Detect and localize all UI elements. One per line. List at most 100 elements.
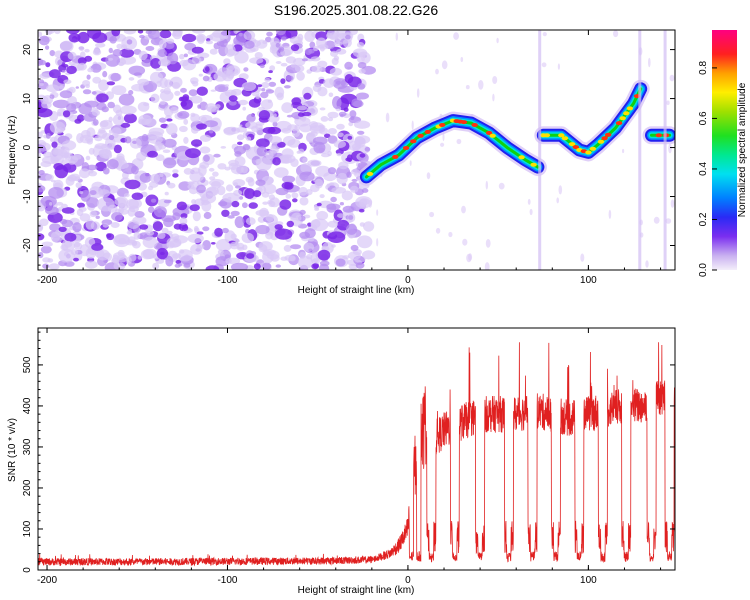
noise-speckle [155,67,163,72]
noise-speckle [73,257,79,262]
noise-speckle [49,50,56,57]
noise-speckle [360,198,370,205]
ridge-peak [366,171,374,176]
noise-speckle [268,81,277,87]
noise-speckle [232,179,246,187]
noise-speckle [77,57,87,65]
noise-speckle [137,78,150,86]
noise-speckle [243,30,256,41]
noise-speckle [95,215,100,219]
noise-speckle [96,93,109,103]
noise-speckle [326,183,330,188]
noise-speckle [159,30,172,39]
noise-speckle [38,108,53,118]
noise-speckle [175,259,182,264]
noise-speckle [209,48,218,55]
ridge-peak [424,129,431,134]
noise-speckle [74,118,82,124]
noise-speckle [66,30,80,35]
noise-speckle [361,188,369,193]
noise-speckle [131,192,144,200]
noise-speckle [342,205,355,213]
noise-speckle [155,142,161,147]
noise-speckle [92,49,102,56]
noise-speckle [106,81,116,86]
noise-speckle [185,148,201,159]
noise-speckle [180,213,188,219]
noise-speckle [54,57,63,66]
noise-speckle [150,58,162,69]
noise-speckle [282,175,296,183]
noise-speckle [73,242,83,250]
noise-speckle [249,57,264,64]
noise-speckle [299,196,309,206]
noise-speckle [461,205,466,214]
noise-speckle [163,217,174,228]
noise-speckle [356,92,369,100]
colorbar-tick-label: 0.8 [698,61,709,75]
noise-speckle [359,153,366,158]
noise-speckle [209,176,216,181]
noise-speckle [235,126,247,133]
noise-speckle [347,213,356,223]
noise-speckle [215,256,230,267]
noise-speckle [217,67,230,78]
noise-speckle [541,62,547,68]
noise-speckle [80,51,86,58]
noise-speckle [260,99,274,110]
noise-speckle [129,137,142,149]
noise-speckle [188,89,198,97]
noise-speckle [220,146,227,149]
noise-speckle [333,41,343,46]
noise-speckle [357,235,373,249]
noise-speckle [268,136,282,144]
noise-speckle [285,193,292,199]
noise-speckle [529,208,533,216]
noise-speckle [242,106,246,111]
noise-speckle [196,86,208,96]
noise-speckle [139,34,145,39]
noise-speckle [116,43,123,50]
noise-speckle [216,185,226,196]
noise-speckle [345,34,351,40]
gap-streak [663,30,667,270]
noise-speckle [197,104,202,109]
noise-speckle [256,138,270,148]
noise-speckle [243,40,255,49]
noise-speckle [448,231,453,238]
noise-speckle [338,161,349,170]
noise-speckle [78,46,85,51]
noise-speckle [290,244,302,250]
noise-speckle [613,30,619,38]
noise-speckle [203,120,218,128]
colorbar-tick-label: 0.0 [698,263,709,277]
noise-speckle [350,244,359,252]
noise-speckle [192,30,206,34]
noise-speckle [308,48,315,54]
noise-speckle [84,48,90,53]
noise-speckle [202,75,210,82]
noise-speckle [295,214,302,222]
noise-speckle [259,64,265,69]
noise-speckle [57,232,64,237]
noise-speckle [195,33,207,43]
noise-speckle [224,166,231,171]
noise-speckle [108,72,122,82]
noise-speckle [327,135,338,144]
noise-speckle [119,48,135,58]
noise-speckle [299,209,306,215]
noise-speckle [172,82,181,90]
noise-speckle [128,90,134,95]
noise-speckle [165,255,174,267]
noise-speckle [123,30,136,35]
noise-speckle [297,112,305,117]
noise-speckle [147,150,158,158]
noise-speckle [62,110,71,118]
noise-speckle [98,148,112,159]
noise-speckle [55,201,64,206]
noise-speckle [38,233,45,241]
y-tick-label: 10 [22,93,33,105]
noise-speckle [298,186,308,196]
noise-speckle [191,80,195,85]
